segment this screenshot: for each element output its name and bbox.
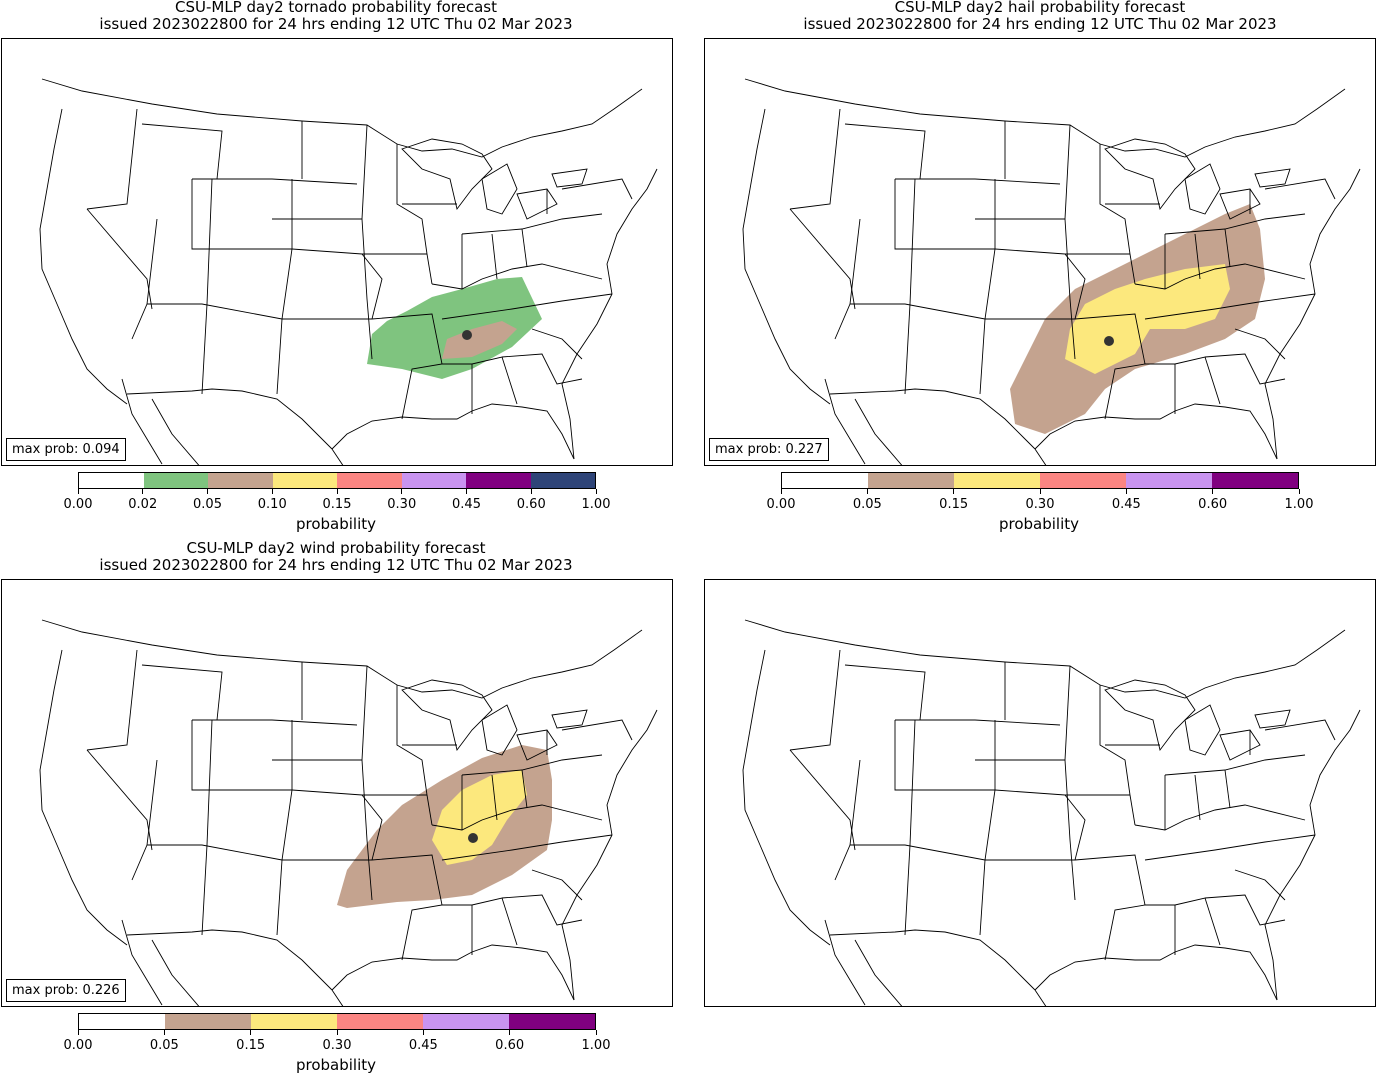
wind-colorbar-tick-label: 0.45 <box>408 1038 438 1053</box>
tornado-colorbar-tickmark <box>142 489 144 494</box>
wind-colorbar-segment-2 <box>251 1014 337 1029</box>
wind-colorbar-segment-3 <box>337 1014 423 1029</box>
hail-colorbar-segment-4 <box>1126 473 1212 488</box>
tornado-colorbar <box>78 472 596 489</box>
wind-colorbar-tickmark <box>595 1030 597 1035</box>
tornado-colorbar-tickmark <box>77 489 79 494</box>
wind-colorbar-tick-label: 0.15 <box>236 1038 266 1053</box>
tornado-colorbar-tick-label: 0.30 <box>387 497 417 512</box>
hail-colorbar-segment-1 <box>868 473 954 488</box>
wind-colorbar-label: probability <box>295 1056 377 1074</box>
wind-colorbar-segment-1 <box>165 1014 251 1029</box>
hail-map-svg <box>742 78 1361 465</box>
tornado-colorbar-segment-3 <box>272 473 337 488</box>
hail-colorbar-segment-2 <box>954 473 1040 488</box>
hail-title: CSU-MLP day2 hail probability forecast i… <box>704 0 1376 33</box>
tornado-colorbar-tickmark <box>336 489 338 494</box>
tornado-max-point <box>462 330 472 340</box>
wind-prob-015-area <box>432 770 527 865</box>
wind-colorbar-tickmark <box>163 1030 165 1035</box>
wind-colorbar-tickmark <box>77 1030 79 1035</box>
tornado-colorbar-segment-1 <box>143 473 208 488</box>
wind-colorbar-tick-label: 1.00 <box>581 1038 611 1053</box>
wind-colorbar-tickmark <box>422 1030 424 1035</box>
hail-colorbar-tickmark <box>866 489 868 494</box>
wind-colorbar-segment-0 <box>79 1014 165 1029</box>
wind-max-prob: max prob: 0.226 <box>6 979 126 1002</box>
tornado-colorbar-tickmark <box>595 489 597 494</box>
hail-colorbar-tickmark <box>1298 489 1300 494</box>
hail-colorbar-segment-0 <box>782 473 868 488</box>
hail-max-prob: max prob: 0.227 <box>709 438 829 461</box>
tornado-max-prob: max prob: 0.094 <box>6 438 126 461</box>
hail-colorbar-tick-label: 0.15 <box>939 497 969 512</box>
hail-colorbar-tick-label: 1.00 <box>1284 497 1314 512</box>
hail-max-point <box>1104 336 1114 346</box>
tornado-title-line2: issued 2023022800 for 24 hrs ending 12 U… <box>99 15 573 33</box>
tornado-colorbar-tickmark <box>466 489 467 494</box>
tornado-map: max prob: 0.094 <box>1 38 673 466</box>
wind-colorbar <box>78 1013 596 1030</box>
tornado-colorbar-tick-label: 0.00 <box>63 497 93 512</box>
hail-colorbar-tickmark <box>953 489 955 494</box>
tornado-colorbar-tick-label: 0.45 <box>452 497 481 512</box>
tornado-colorbar-segment-5 <box>401 473 466 488</box>
tornado-colorbar-tick-label: 0.02 <box>128 497 158 512</box>
hail-colorbar-tickmark <box>1125 489 1127 494</box>
tornado-colorbar-tickmark <box>271 489 273 494</box>
hail-colorbar-tick-label: 0.05 <box>852 497 882 512</box>
tornado-colorbar-segment-6 <box>466 473 531 488</box>
tornado-colorbar-tickmark <box>401 489 403 494</box>
tornado-title: CSU-MLP day2 tornado probability forecas… <box>0 0 672 33</box>
tornado-title-line1: CSU-MLP day2 tornado probability forecas… <box>175 0 497 16</box>
hail-colorbar-tickmark <box>780 489 782 494</box>
hail-title-line2: issued 2023022800 for 24 hrs ending 12 U… <box>803 15 1277 33</box>
wind-title-line2: issued 2023022800 for 24 hrs ending 12 U… <box>99 556 573 574</box>
hail-map: max prob: 0.227 <box>704 38 1376 466</box>
hail-title-line1: CSU-MLP day2 hail probability forecast <box>894 0 1186 16</box>
tornado-colorbar-tick-label: 1.00 <box>581 497 611 512</box>
hail-colorbar-tickmark <box>1039 489 1041 494</box>
wind-max-point <box>468 833 478 843</box>
wind-colorbar-tickmark <box>509 1030 511 1035</box>
tornado-colorbar-label: probability <box>295 515 377 533</box>
hail-colorbar-segment-3 <box>1040 473 1126 488</box>
tornado-colorbar-tick-label: 0.10 <box>257 497 287 512</box>
tornado-colorbar-tick-label: 0.60 <box>516 497 546 512</box>
hail-colorbar-tick-label: 0.30 <box>1025 497 1055 512</box>
hail-colorbar-tick-label: 0.45 <box>1111 497 1141 512</box>
tornado-colorbar-segment-0 <box>79 473 144 488</box>
hail-colorbar-tickmark <box>1212 489 1214 494</box>
wind-colorbar-segment-5 <box>509 1014 595 1029</box>
tornado-prob-005-area <box>442 321 517 359</box>
tornado-colorbar-tickmark <box>530 489 532 494</box>
wind-title: CSU-MLP day2 wind probability forecast i… <box>0 540 672 574</box>
tornado-colorbar-segment-2 <box>208 473 273 488</box>
empty-map <box>704 579 1376 1007</box>
hail-colorbar-tick-label: 0.00 <box>766 497 796 512</box>
tornado-colorbar-segment-4 <box>337 473 402 488</box>
wind-colorbar-tick-label: 0.05 <box>149 1038 179 1053</box>
wind-colorbar-segment-4 <box>423 1014 509 1029</box>
hail-colorbar-label: probability <box>998 515 1080 533</box>
tornado-colorbar-segment-7 <box>530 473 595 488</box>
tornado-colorbar-tickmark <box>207 489 208 494</box>
wind-colorbar-tickmark <box>250 1030 252 1035</box>
tornado-prob-002-area <box>367 277 542 379</box>
hail-colorbar <box>781 472 1299 489</box>
tornado-colorbar-tick-label: 0.15 <box>322 497 352 512</box>
wind-title-line1: CSU-MLP day2 wind probability forecast <box>186 539 486 557</box>
wind-colorbar-tick-label: 0.00 <box>63 1038 93 1053</box>
hail-colorbar-tick-label: 0.60 <box>1198 497 1228 512</box>
wind-map: max prob: 0.226 <box>1 579 673 1007</box>
wind-colorbar-tickmark <box>336 1030 338 1035</box>
empty-map-svg <box>742 619 1361 1006</box>
hail-colorbar-segment-5 <box>1212 473 1298 488</box>
wind-colorbar-tick-label: 0.30 <box>322 1038 352 1053</box>
wind-colorbar-tick-label: 0.60 <box>495 1038 525 1053</box>
tornado-colorbar-tick-label: 0.05 <box>193 497 222 512</box>
wind-map-svg <box>39 619 658 1006</box>
tornado-map-svg <box>39 78 658 465</box>
